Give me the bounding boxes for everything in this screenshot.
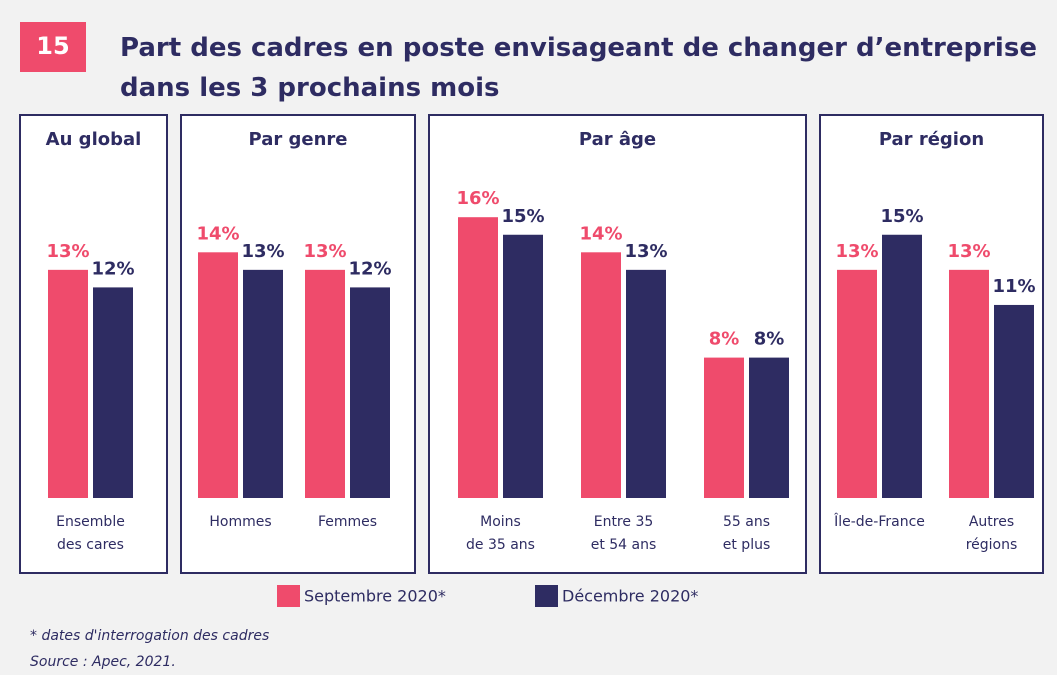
value-label: 13%: [46, 241, 89, 262]
panel-title: Au global: [46, 129, 142, 150]
category-label: Ensemble des cares: [56, 514, 125, 553]
value-label: 12%: [348, 258, 391, 279]
bar: [198, 252, 238, 498]
legend-label: Décembre 2020*: [562, 587, 698, 606]
chart-title: Part des cadres en poste envisageant de …: [120, 33, 1037, 103]
bar: [458, 217, 498, 498]
value-label: 13%: [241, 241, 284, 262]
bar: [243, 269, 283, 498]
legend-swatch: [535, 585, 558, 607]
bar: [837, 269, 877, 498]
category-label: 55 ans et plus: [723, 514, 771, 553]
value-label: 16%: [456, 188, 499, 209]
category-label: Femmes: [318, 514, 377, 530]
bar: [581, 252, 621, 498]
footnote: * dates d'interrogation des cadres: [30, 628, 269, 644]
bar: [503, 234, 543, 498]
badge: [20, 22, 86, 72]
category-label: Entre 35 et 54 ans: [591, 514, 657, 553]
value-label: 14%: [579, 223, 622, 244]
value-label: 13%: [303, 241, 346, 262]
category-label: Autres régions: [966, 514, 1018, 553]
value-label: 15%: [880, 206, 923, 227]
bar: [350, 287, 390, 498]
category-label: Île-de-France: [833, 512, 925, 530]
bar: [994, 304, 1034, 498]
category-label: Hommes: [209, 514, 271, 530]
value-label: 13%: [835, 241, 878, 262]
value-label: 11%: [992, 276, 1035, 297]
bar: [949, 269, 989, 498]
bar: [93, 287, 133, 498]
value-label: 8%: [709, 329, 740, 350]
figure-number: 15: [36, 32, 69, 60]
value-label: 12%: [91, 258, 134, 279]
source: Source : Apec, 2021.: [30, 654, 176, 670]
category-label: Moins de 35 ans: [466, 514, 535, 553]
panel-title: Par âge: [579, 129, 656, 150]
value-label: 13%: [947, 241, 990, 262]
legend-swatch: [277, 585, 300, 607]
bar: [626, 269, 666, 498]
bar: [704, 357, 744, 498]
bar: [882, 234, 922, 498]
value-label: 8%: [754, 329, 785, 350]
panel-title: Par genre: [249, 129, 348, 150]
legend-label: Septembre 2020*: [304, 587, 446, 606]
value-label: 13%: [624, 241, 667, 262]
value-label: 15%: [501, 206, 544, 227]
bar: [48, 269, 88, 498]
panel-title: Par région: [879, 129, 984, 150]
bar: [749, 357, 789, 498]
value-label: 14%: [196, 223, 239, 244]
bar: [305, 269, 345, 498]
